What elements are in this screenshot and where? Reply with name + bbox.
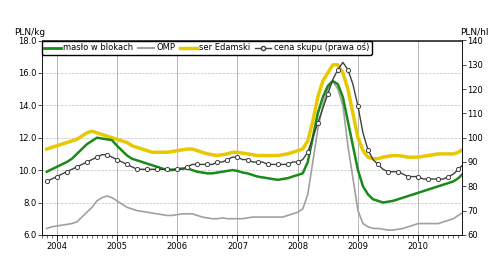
Text: PLN/kg: PLN/kg: [14, 28, 46, 37]
Legend: masło w blokach, OMP, ser Edamski, cena skupu (prawa oś): masło w blokach, OMP, ser Edamski, cena …: [42, 40, 372, 55]
Text: PLN/hl: PLN/hl: [461, 28, 489, 37]
